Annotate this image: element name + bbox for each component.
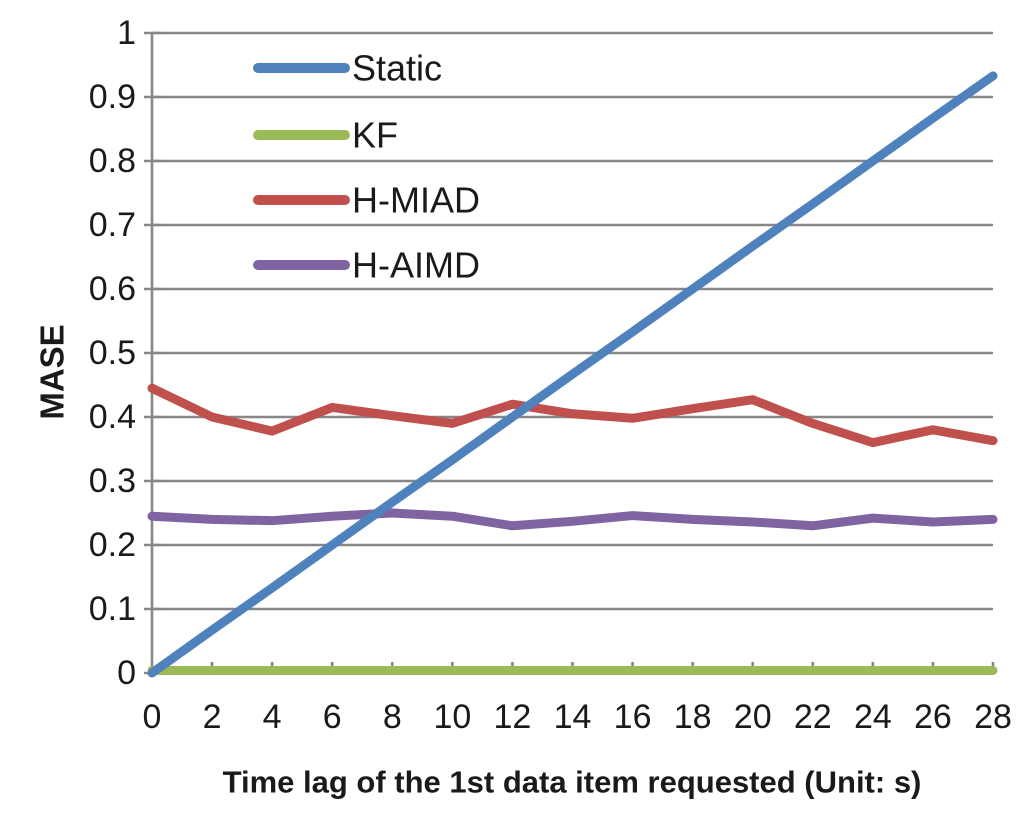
series-line-h-miad bbox=[147, 383, 998, 448]
x-tick-label: 24 bbox=[854, 698, 892, 736]
legend: Static KF H-MIAD H-AIMD bbox=[253, 48, 480, 286]
y-tick-label: 0.2 bbox=[89, 526, 136, 564]
x-axis-title: Time lag of the 1st data item requested … bbox=[223, 765, 922, 800]
x-tick-label: 26 bbox=[914, 698, 952, 736]
x-tick-label: 2 bbox=[203, 698, 222, 736]
legend-item-static: Static bbox=[253, 48, 442, 89]
x-tick-label: 16 bbox=[614, 698, 652, 736]
legend-label: Static bbox=[352, 48, 442, 89]
legend-item-h-aimd: H-AIMD bbox=[253, 245, 480, 286]
series-layer bbox=[147, 71, 998, 678]
legend-item-kf: KF bbox=[253, 115, 398, 156]
x-tick-label: 28 bbox=[974, 698, 1012, 736]
y-tick-label: 0.3 bbox=[89, 462, 136, 500]
series-line-static bbox=[147, 71, 998, 678]
x-tick-label: 22 bbox=[794, 698, 832, 736]
x-tick-label: 8 bbox=[383, 698, 402, 736]
x-tick-label: 12 bbox=[494, 698, 532, 736]
x-tick-label: 4 bbox=[263, 698, 282, 736]
legend-item-h-miad: H-MIAD bbox=[253, 180, 480, 221]
legend-label: H-AIMD bbox=[352, 245, 480, 286]
x-tick-label: 14 bbox=[554, 698, 592, 736]
y-tick-label: 0 bbox=[117, 654, 136, 692]
tick-label-layer: 00.10.20.30.40.50.60.70.80.910 2 4 6 8 10 12 14… bbox=[89, 14, 1012, 736]
x-tick-label: 0 bbox=[143, 698, 162, 736]
x-tick-label: 20 bbox=[734, 698, 772, 736]
legend-label: KF bbox=[352, 115, 398, 156]
y-tick-label: 0.1 bbox=[89, 590, 136, 628]
series-line-h-aimd bbox=[147, 508, 998, 531]
y-tick-label: 0.9 bbox=[89, 78, 136, 116]
y-tick-label: 0.8 bbox=[89, 142, 136, 180]
y-tick-label: 1 bbox=[117, 14, 136, 52]
y-tick-label: 0.5 bbox=[89, 334, 136, 372]
y-axis-title: MASE bbox=[34, 324, 71, 419]
x-tick-label: 10 bbox=[433, 698, 471, 736]
y-tick-label: 0.4 bbox=[89, 398, 136, 436]
y-tick-label: 0.6 bbox=[89, 270, 136, 308]
gridline-layer bbox=[152, 31, 993, 611]
x-tick-label: 6 bbox=[323, 698, 342, 736]
y-tick-label: 0.7 bbox=[89, 206, 136, 244]
x-tick-label: 18 bbox=[674, 698, 712, 736]
legend-label: H-MIAD bbox=[352, 180, 480, 221]
